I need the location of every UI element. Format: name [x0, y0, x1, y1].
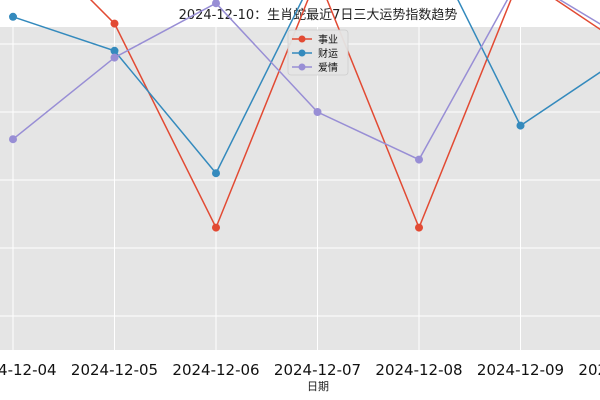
series-layer	[9, 0, 600, 232]
x-tick-labels: 2024-12-04 2024-12-05 2024-12-06 2024-12-07…	[0, 361, 600, 379]
plot-area	[0, 27, 600, 350]
data-point	[313, 108, 322, 116]
data-point	[110, 46, 119, 55]
x-tick-label: 2024-12-07	[274, 361, 361, 379]
data-point	[212, 0, 220, 8]
chart-title: 2024-12-10：生肖蛇最近7日三大运势指数趋势	[179, 7, 458, 23]
data-point	[110, 53, 119, 62]
x-tick-label: 2024-12-08	[375, 361, 462, 379]
x-axis-label: 日期	[307, 380, 329, 393]
series-事业	[89, 0, 600, 232]
legend-swatch-marker	[298, 49, 306, 57]
x-tick-label: 2024-12-04	[0, 361, 57, 379]
legend-label: 财运	[318, 47, 338, 60]
data-point	[212, 223, 220, 232]
series-财运	[9, 0, 600, 178]
x-tick-label: 2024-12-05	[71, 361, 158, 379]
x-tick-label: 2024-12-10	[578, 361, 600, 379]
legend-label: 事业	[318, 33, 338, 46]
legend-label: 爱情	[318, 61, 338, 74]
data-point	[110, 19, 119, 28]
x-tick-label: 2024-12-06	[172, 361, 259, 379]
legend-swatch-marker	[298, 35, 306, 43]
data-point	[212, 169, 220, 178]
x-tick-label: 2024-12-09	[477, 361, 564, 379]
data-point	[9, 12, 17, 21]
data-point	[9, 135, 17, 144]
data-point	[415, 223, 423, 232]
data-point	[516, 121, 525, 130]
legend-swatch-marker	[298, 63, 306, 71]
series-爱情	[9, 0, 600, 164]
data-point	[415, 155, 423, 164]
